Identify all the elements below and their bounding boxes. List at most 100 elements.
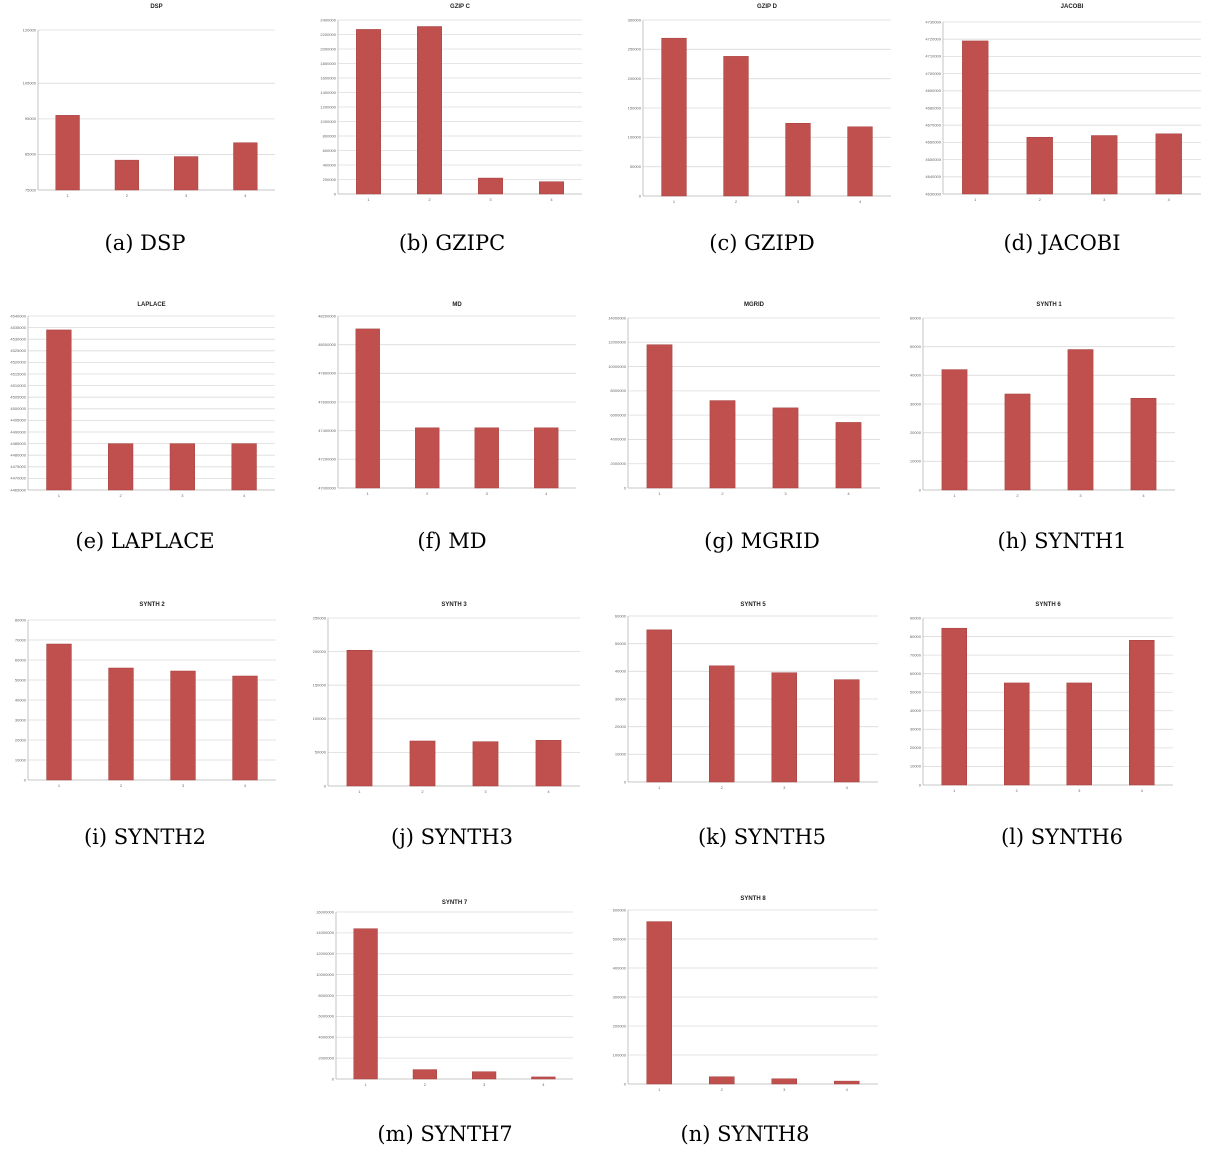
y-tick-label: 85000 bbox=[25, 152, 37, 157]
chart-md: MD 47000000 47200000 47400000 47600000 478000… bbox=[318, 302, 576, 496]
x-tick-label: 2 bbox=[721, 785, 724, 790]
chart-title: SYNTH 5 bbox=[740, 602, 766, 608]
chart-panel-synth2: SYNTH 2 0 10000 20000 30000 40000 50000 60000 70… bbox=[0, 598, 295, 798]
x-tick-label: 1 bbox=[58, 493, 61, 498]
chart-panel-synth6: SYNTH 6 0 10000 20000 30000 40000 50000 60000 70… bbox=[895, 598, 1195, 798]
y-tick-label: 60000 bbox=[15, 657, 27, 662]
x-tick-label: 2 bbox=[424, 1082, 427, 1087]
x-tick-label: 2 bbox=[721, 1087, 724, 1092]
y-tick-label: 47200000 bbox=[318, 457, 337, 462]
x-tick-label: 1 bbox=[367, 197, 370, 202]
chart-synth6: SYNTH 6 0 10000 20000 30000 40000 50000 60000 70… bbox=[910, 602, 1173, 793]
y-tick-label: 4630000 bbox=[925, 191, 941, 196]
x-tick-label: 4 bbox=[244, 783, 247, 788]
y-tick-label: 80000 bbox=[15, 617, 27, 622]
chart-panel-synth1: SYNTH 1 0 10000 20000 30000 40000 50000 60000 1 2… bbox=[895, 298, 1195, 498]
x-tick-label: 2 bbox=[120, 493, 123, 498]
y-tick-label: 4680000 bbox=[925, 105, 941, 110]
x-tick-label: 2 bbox=[1016, 493, 1019, 498]
y-tick-label: 2200000 bbox=[320, 32, 336, 37]
caption-synth6: (l) SYNTH6 bbox=[1000, 825, 1124, 849]
x-tick-label: 4 bbox=[243, 493, 246, 498]
y-tick-label: 4640000 bbox=[925, 174, 941, 179]
y-tick-label: 4525000 bbox=[10, 348, 26, 353]
chart-title: SYNTH 2 bbox=[139, 602, 165, 608]
y-tick-label: 50000 bbox=[15, 677, 27, 682]
x-tick-label: 2 bbox=[126, 193, 129, 198]
y-tick-label: 1600000 bbox=[320, 75, 336, 80]
y-tick-label: 20000 bbox=[15, 737, 27, 742]
chart-panel-laplace: LAPLACE 4465000 4470000 4475000 4480000 44850… bbox=[0, 298, 295, 498]
y-tick-label: 30000 bbox=[910, 727, 922, 732]
y-tick-label: 600000 bbox=[613, 907, 627, 912]
bar bbox=[108, 667, 134, 781]
chart-title: GZIP C bbox=[450, 4, 471, 10]
x-tick-label: 3 bbox=[185, 193, 188, 198]
chart-title: SYNTH 7 bbox=[442, 900, 468, 906]
y-tick-label: 12000000 bbox=[316, 951, 335, 956]
y-tick-label: 47000000 bbox=[318, 485, 337, 490]
y-tick-label: 10000 bbox=[910, 764, 922, 769]
x-tick-label: 4 bbox=[847, 491, 850, 496]
x-tick-label: 1 bbox=[673, 199, 676, 204]
y-tick-label: 500000 bbox=[613, 936, 627, 941]
bar bbox=[709, 665, 735, 783]
bar bbox=[474, 427, 499, 489]
chart-panel-mgrid: MGRID 0 2000000 4000000 6000000 8000000 100000… bbox=[590, 298, 890, 498]
bar bbox=[661, 37, 687, 197]
x-tick-label: 3 bbox=[783, 785, 786, 790]
x-tick-label: 4 bbox=[550, 197, 553, 202]
x-tick-label: 2 bbox=[120, 783, 123, 788]
bar bbox=[785, 123, 811, 197]
y-tick-label: 4700000 bbox=[925, 71, 941, 76]
bar bbox=[534, 427, 559, 489]
caption-synth5: (k) SYNTH5 bbox=[697, 825, 827, 849]
bar bbox=[415, 427, 440, 489]
y-tick-label: 150000 bbox=[313, 683, 327, 688]
bar bbox=[108, 443, 134, 491]
y-tick-label: 120000 bbox=[23, 27, 37, 32]
bar bbox=[46, 643, 72, 781]
caption-synth7: (m) SYNTH7 bbox=[377, 1122, 513, 1146]
y-tick-label: 4510000 bbox=[10, 383, 26, 388]
chart-title: MGRID bbox=[744, 302, 765, 308]
y-tick-label: 800000 bbox=[323, 133, 337, 138]
y-tick-label: 0 bbox=[639, 193, 642, 198]
bar bbox=[834, 679, 860, 783]
y-tick-label: 2400000 bbox=[320, 17, 336, 22]
y-tick-label: 50000 bbox=[910, 344, 922, 349]
y-tick-label: 600000 bbox=[323, 148, 337, 153]
chart-title: JACOBI bbox=[1061, 4, 1084, 10]
y-tick-label: 47600000 bbox=[318, 399, 337, 404]
chart-gzipc: GZIP C0200000400000600000800000100000012… bbox=[320, 4, 582, 202]
y-tick-label: 4500000 bbox=[10, 406, 26, 411]
chart-panel-synth7: SYNTH 7 0 2000000 4000000 6000000 8000000 1000… bbox=[298, 896, 593, 1096]
x-tick-label: 3 bbox=[797, 199, 800, 204]
bar bbox=[409, 740, 436, 787]
y-tick-label: 1000000 bbox=[320, 119, 336, 124]
bar bbox=[1130, 398, 1157, 491]
caption-md: (f) MD bbox=[417, 529, 487, 553]
bar bbox=[1067, 349, 1094, 491]
x-tick-label: 3 bbox=[1078, 788, 1081, 793]
chart-title: GZIP D bbox=[757, 4, 778, 10]
y-tick-label: 4000000 bbox=[610, 437, 626, 442]
y-tick-label: 250000 bbox=[313, 615, 327, 620]
y-tick-label: 0 bbox=[334, 191, 337, 196]
x-tick-label: 1 bbox=[658, 1087, 661, 1092]
y-tick-label: 30000 bbox=[15, 717, 27, 722]
chart-synth3: SYNTH 3 0 50000 100000 150000 200000 250000 1 2 3… bbox=[313, 602, 580, 794]
y-tick-label: 0 bbox=[24, 777, 27, 782]
y-tick-label: 200000 bbox=[313, 649, 327, 654]
x-tick-label: 3 bbox=[1103, 197, 1106, 202]
chart-panel-synth8: SYNTH 8 0 100000 200000 300000 400000 500000 60… bbox=[590, 892, 890, 1092]
y-tick-label: 60000 bbox=[615, 613, 627, 618]
bar bbox=[1004, 393, 1031, 491]
caption-synth1: (h) SYNTH1 bbox=[997, 529, 1127, 553]
y-tick-label: 6000000 bbox=[318, 1014, 334, 1019]
caption-gzipc: (b) GZIPC bbox=[398, 231, 506, 255]
y-tick-label: 10000000 bbox=[316, 972, 335, 977]
bar bbox=[771, 1078, 797, 1085]
y-tick-label: 95000 bbox=[25, 116, 37, 121]
bar bbox=[1129, 640, 1155, 786]
